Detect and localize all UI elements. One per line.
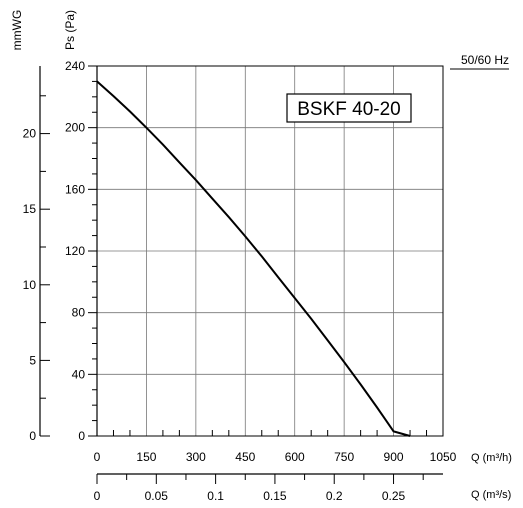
grid-lines bbox=[96, 65, 444, 437]
y-tick-label: 120 bbox=[65, 244, 85, 258]
x2-tick-label: 0.1 bbox=[207, 489, 224, 503]
y-axis-title: Ps (Pa) bbox=[63, 10, 77, 50]
x-tick-label: 300 bbox=[186, 450, 206, 464]
x2-tick-label: 0.25 bbox=[382, 489, 406, 503]
x2-tick-label: 0 bbox=[94, 489, 101, 503]
y-tick-label: 0 bbox=[78, 429, 85, 443]
x-tick-label: 750 bbox=[334, 450, 354, 464]
y-tick-label: 200 bbox=[65, 121, 85, 135]
y-tick-label: 40 bbox=[72, 367, 86, 381]
y2-tick-label: 0 bbox=[29, 429, 36, 443]
x-tick-label: 1050 bbox=[430, 450, 457, 464]
x-tick-label: 900 bbox=[384, 450, 404, 464]
y2-tick-label: 20 bbox=[23, 127, 37, 141]
x-axis-title: Q (m³/h) bbox=[471, 452, 512, 464]
pressure-curve bbox=[96, 80, 411, 437]
x2-tick-label: 0.05 bbox=[145, 489, 169, 503]
y-tick-label: 80 bbox=[72, 306, 86, 320]
x2-axis-title: Q (m³/s) bbox=[471, 489, 511, 501]
x-tick-label: 450 bbox=[235, 450, 255, 464]
y2-axis-title: mmWG bbox=[10, 10, 24, 51]
y-tick-label: 240 bbox=[65, 59, 85, 73]
y2-tick-label: 10 bbox=[23, 278, 37, 292]
y-tick-label: 160 bbox=[65, 182, 85, 196]
x-tick-label: 150 bbox=[136, 450, 156, 464]
x-tick-label: 600 bbox=[285, 450, 305, 464]
x2-tick-label: 0.2 bbox=[326, 489, 343, 503]
x-tick-label: 0 bbox=[94, 450, 101, 464]
frequency-label: 50/60 Hz bbox=[461, 53, 509, 67]
y2-tick-label: 15 bbox=[23, 202, 37, 216]
title-box bbox=[286, 93, 412, 123]
series-layer bbox=[96, 80, 411, 437]
y2-tick-label: 5 bbox=[29, 353, 36, 367]
chart-title: BSKF 40-20 bbox=[297, 99, 401, 120]
x2-tick-label: 0.15 bbox=[263, 489, 287, 503]
